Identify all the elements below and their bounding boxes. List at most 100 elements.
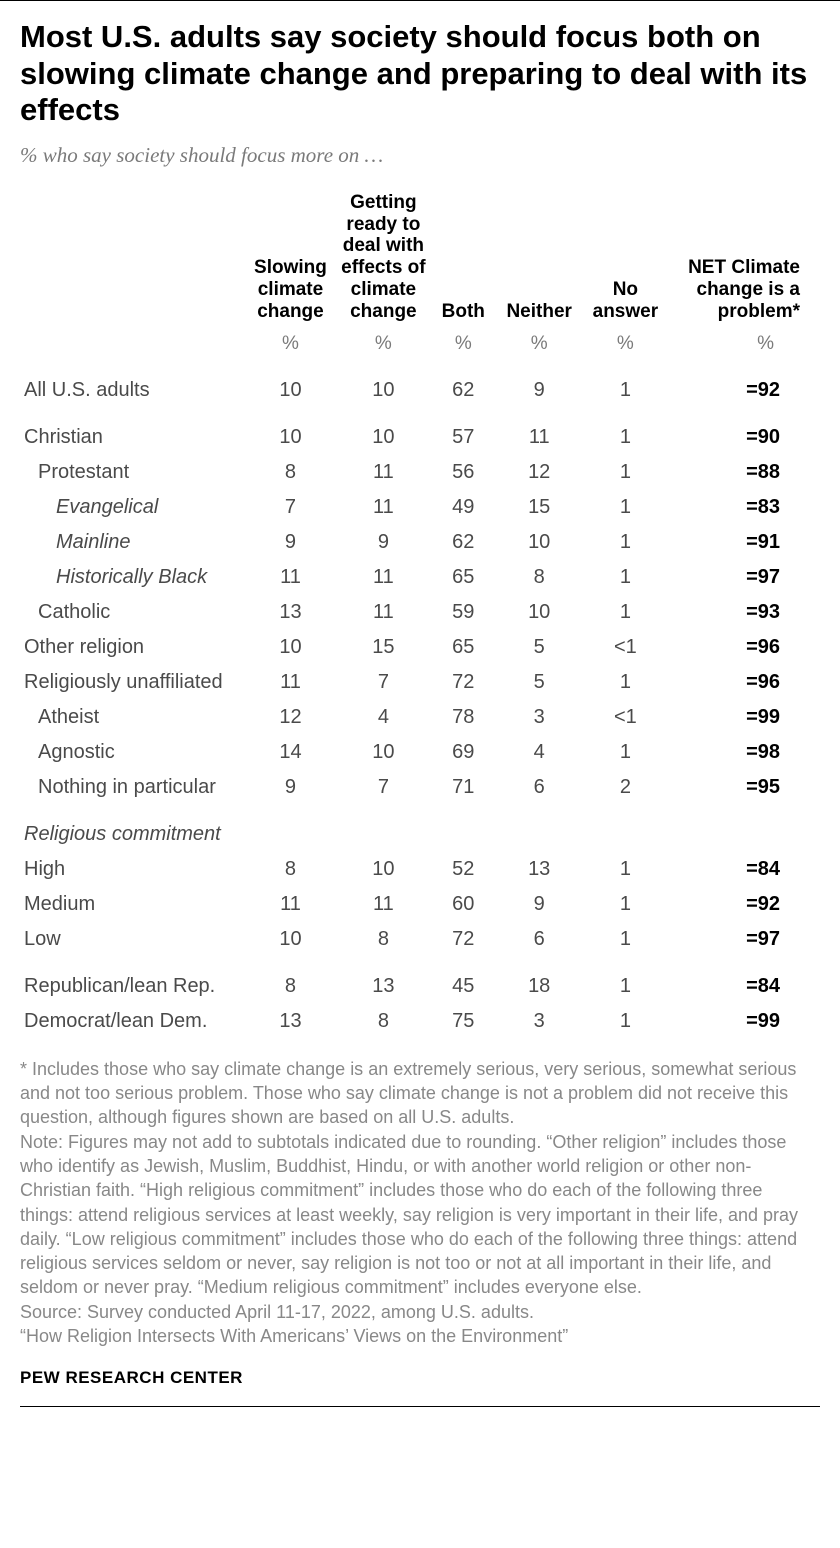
row-label: Republican/lean Rep.	[20, 957, 245, 1004]
cell-value: 62	[430, 365, 496, 408]
table-row: Other religion1015655<1=96	[20, 630, 820, 665]
row-label: Christian	[20, 408, 245, 455]
cell-value: 69	[430, 735, 496, 770]
row-label: Atheist	[20, 700, 245, 735]
table-row: All U.S. adults10106291=92	[20, 365, 820, 408]
cell-value: 71	[430, 770, 496, 805]
cell-net: =99	[668, 1004, 820, 1039]
cell-value: 10	[336, 735, 430, 770]
cell-value: 49	[430, 490, 496, 525]
title: Most U.S. adults say society should focu…	[20, 19, 820, 129]
table-row: Nothing in particular977162=95	[20, 770, 820, 805]
cell-value: 11	[245, 560, 337, 595]
cell-value: 11	[336, 887, 430, 922]
cell-value: 10	[496, 595, 582, 630]
attribution: PEW RESEARCH CENTER	[20, 1368, 820, 1407]
table-row: Low1087261=97	[20, 922, 820, 957]
cell-net: =96	[668, 630, 820, 665]
cell-net: =90	[668, 408, 820, 455]
col-getting: Getting ready to deal with effects of cl…	[336, 188, 430, 327]
cell-value: 4	[496, 735, 582, 770]
cell-value: 78	[430, 700, 496, 735]
cell-value: 1	[582, 887, 668, 922]
table-row: Religious commitment	[20, 805, 820, 852]
cell-value: 57	[430, 408, 496, 455]
cell-value: 7	[336, 770, 430, 805]
cell-value: 5	[496, 665, 582, 700]
report-table: Most U.S. adults say society should focu…	[0, 0, 840, 1431]
cell-value: 1	[582, 735, 668, 770]
cell-value: 59	[430, 595, 496, 630]
row-label: Medium	[20, 887, 245, 922]
table-row: Historically Black11116581=97	[20, 560, 820, 595]
cell-value: 1	[582, 957, 668, 1004]
cell-value: 1	[582, 560, 668, 595]
row-label: Other religion	[20, 630, 245, 665]
cell-value: 13	[245, 1004, 337, 1039]
row-label: Low	[20, 922, 245, 957]
table-row: Evangelical71149151=83	[20, 490, 820, 525]
row-label: All U.S. adults	[20, 365, 245, 408]
row-label: Agnostic	[20, 735, 245, 770]
cell-value: 10	[245, 408, 337, 455]
cell-value: 60	[430, 887, 496, 922]
cell-value: 13	[496, 852, 582, 887]
cell-value: 18	[496, 957, 582, 1004]
cell-value: 12	[496, 455, 582, 490]
row-label: Historically Black	[20, 560, 245, 595]
cell-value: 52	[430, 852, 496, 887]
cell-value: 10	[496, 525, 582, 560]
cell-net: =95	[668, 770, 820, 805]
cell-value: 72	[430, 922, 496, 957]
table-row: Christian101057111=90	[20, 408, 820, 455]
col-slowing: Slowing climate change	[245, 188, 337, 327]
cell-value: 8	[496, 560, 582, 595]
cell-net: =88	[668, 455, 820, 490]
cell-value: 1	[582, 852, 668, 887]
cell-value: 1	[582, 408, 668, 455]
cell-value: 11	[336, 595, 430, 630]
cell-value: 1	[582, 365, 668, 408]
table-row: Agnostic14106941=98	[20, 735, 820, 770]
row-label: Evangelical	[20, 490, 245, 525]
cell-net: =84	[668, 957, 820, 1004]
cell-net: =98	[668, 735, 820, 770]
cell-value: 56	[430, 455, 496, 490]
table-row: Religiously unaffiliated1177251=96	[20, 665, 820, 700]
cell-value: 75	[430, 1004, 496, 1039]
cell-value: 8	[245, 957, 337, 1004]
cell-value: 14	[245, 735, 337, 770]
cell-value: 1	[582, 1004, 668, 1039]
cell-value: 9	[496, 365, 582, 408]
cell-value: 8	[245, 455, 337, 490]
cell-value: 9	[245, 525, 337, 560]
cell-value: 1	[582, 525, 668, 560]
cell-value: 7	[245, 490, 337, 525]
row-label: Protestant	[20, 455, 245, 490]
cell-value: 8	[245, 852, 337, 887]
cell-value: 12	[245, 700, 337, 735]
cell-value: 13	[245, 595, 337, 630]
cell-value: 10	[336, 852, 430, 887]
row-label: Catholic	[20, 595, 245, 630]
cell-value: <1	[582, 630, 668, 665]
cell-net: =96	[668, 665, 820, 700]
row-label: Mainline	[20, 525, 245, 560]
cell-net: =99	[668, 700, 820, 735]
cell-value: 11	[336, 560, 430, 595]
cell-value: 10	[336, 408, 430, 455]
cell-value: 3	[496, 1004, 582, 1039]
cell-value: 10	[245, 630, 337, 665]
cell-value: 10	[245, 922, 337, 957]
data-table: Slowing climate change Getting ready to …	[20, 188, 820, 1039]
cell-value: 11	[336, 490, 430, 525]
cell-value: 15	[336, 630, 430, 665]
cell-value: 1	[582, 455, 668, 490]
cell-value: 8	[336, 922, 430, 957]
cell-value: 62	[430, 525, 496, 560]
cell-net: =91	[668, 525, 820, 560]
col-neither: Neither	[496, 188, 582, 327]
row-label: Democrat/lean Dem.	[20, 1004, 245, 1039]
cell-value: 9	[336, 525, 430, 560]
col-noanswer: No answer	[582, 188, 668, 327]
